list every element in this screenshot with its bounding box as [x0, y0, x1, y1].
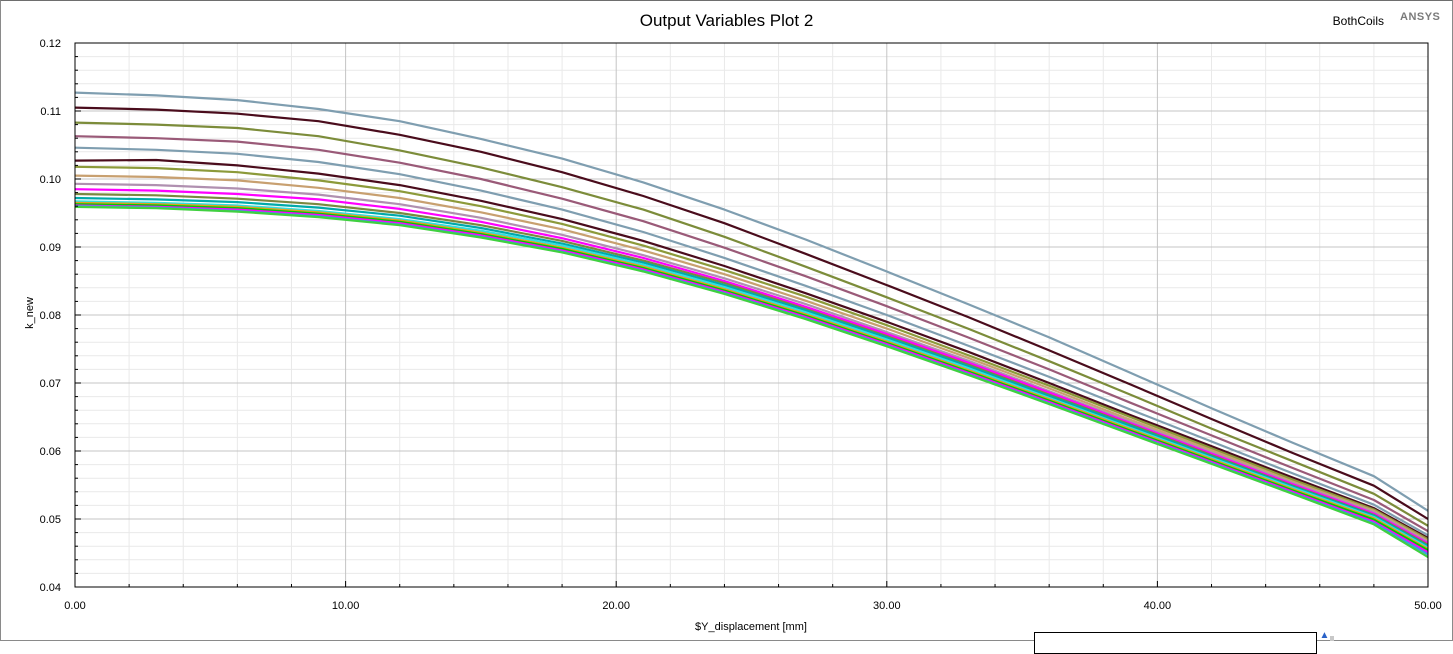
y-tick-label: 0.06: [40, 446, 61, 458]
series-line-7[interactable]: [74, 165, 1429, 541]
series-line-1[interactable]: [74, 91, 1429, 512]
series-line-15[interactable]: [74, 203, 1429, 552]
x-tick-label: 20.00: [602, 600, 630, 612]
series-line-9[interactable]: [74, 182, 1429, 544]
series-line-5[interactable]: [74, 146, 1429, 537]
series-line-13[interactable]: [74, 200, 1429, 549]
x-axis-label: $Y_displacement [mm]: [695, 621, 807, 633]
series-line-8[interactable]: [74, 174, 1429, 542]
design-name-label: BothCoils: [1332, 14, 1384, 28]
ansys-logo: ANSYS: [1400, 11, 1441, 23]
y-tick-label: 0.09: [40, 242, 61, 254]
series-line-16[interactable]: [74, 204, 1429, 554]
x-tick-label: 30.00: [873, 600, 901, 612]
series-line-14[interactable]: [74, 201, 1429, 550]
series-line-10[interactable]: [74, 188, 1429, 545]
x-tick-label: 40.00: [1144, 600, 1172, 612]
y-tick-label: 0.05: [40, 514, 61, 526]
x-axis-tick-labels: 0.00 10.00 20.00 30.00 40.00 50.00: [64, 600, 1441, 612]
y-tick-label: 0.04: [40, 582, 61, 594]
series-line-17[interactable]: [74, 205, 1429, 556]
y-tick-label: 0.10: [40, 174, 61, 186]
y-axis-label: k_new: [24, 297, 36, 329]
series-lines: [74, 91, 1429, 559]
series-line-2[interactable]: [74, 106, 1429, 520]
series-line-18[interactable]: [74, 205, 1429, 559]
series-line-12[interactable]: [74, 196, 1429, 548]
scrollbar-track[interactable]: [1330, 636, 1334, 641]
x-tick-label: 0.00: [64, 600, 85, 612]
x-tick-label: 50.00: [1414, 600, 1442, 612]
y-tick-label: 0.07: [40, 378, 61, 390]
legend-box[interactable]: [1034, 632, 1317, 654]
series-line-3[interactable]: [74, 121, 1429, 527]
y-axis-tick-labels: 0.04 0.05 0.06 0.07 0.08 0.09 0.10 0.11 0.12: [40, 38, 61, 594]
series-line-11[interactable]: [74, 192, 1429, 546]
series-line-6[interactable]: [74, 158, 1429, 539]
y-tick-label: 0.12: [40, 38, 61, 50]
axis-ticks: [74, 42, 1429, 588]
x-tick-label: 10.00: [332, 600, 360, 612]
scroll-up-arrow-icon[interactable]: ▲: [1319, 630, 1330, 641]
plot-title: Output Variables Plot 2: [639, 11, 814, 30]
series-line-4[interactable]: [74, 135, 1429, 533]
y-tick-label: 0.08: [40, 310, 61, 322]
y-tick-label: 0.11: [40, 106, 61, 118]
